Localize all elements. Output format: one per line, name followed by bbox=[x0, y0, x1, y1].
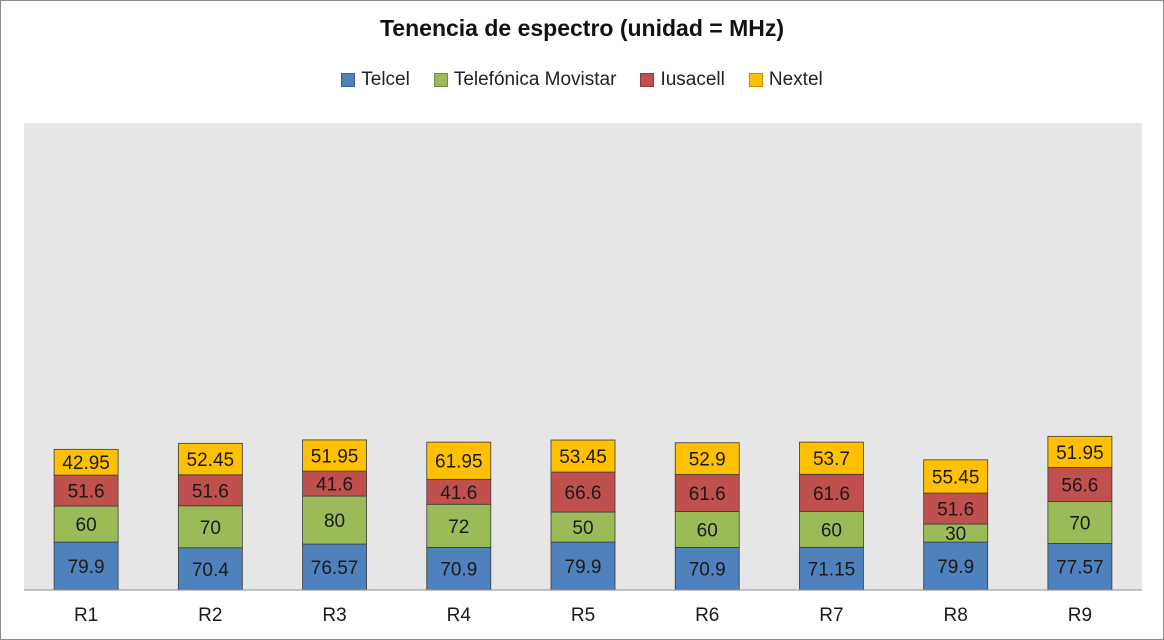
bar-r9-series-1 bbox=[1047, 501, 1113, 544]
bar-r2-series-1 bbox=[177, 505, 243, 549]
legend-label-iusacell: Iusacell bbox=[660, 69, 725, 90]
data-label-r6-series-0: 70.9 bbox=[689, 560, 726, 581]
bar-r7-series-1 bbox=[799, 510, 864, 548]
data-label-r7-series-1: 60 bbox=[821, 520, 842, 541]
x-tick-label-r6: R6 bbox=[695, 605, 719, 626]
data-label-r8-series-0: 79.9 bbox=[937, 557, 974, 578]
legend: Telcel Telefónica Movistar Iusacell Next… bbox=[1, 69, 1163, 91]
legend-item-telcel: Telcel bbox=[341, 69, 410, 91]
legend-swatch-telefonica-movistar bbox=[433, 73, 448, 87]
x-tick-label-r8: R8 bbox=[944, 605, 968, 626]
bar-r8-series-3 bbox=[923, 459, 989, 494]
x-tick-label-r9: R9 bbox=[1068, 605, 1092, 626]
data-label-r5-series-0: 79.9 bbox=[565, 557, 602, 578]
data-label-r6-series-3: 52.9 bbox=[689, 450, 726, 471]
bar-r7-series-2 bbox=[799, 473, 864, 512]
data-label-r9-series-0: 77.57 bbox=[1056, 558, 1104, 579]
x-tick-label-r1: R1 bbox=[74, 605, 98, 626]
bar-r5-series-3 bbox=[550, 439, 616, 473]
data-label-r7-series-3: 53.7 bbox=[813, 449, 850, 470]
x-tick-label-r7: R7 bbox=[819, 605, 843, 626]
data-label-r4-series-2: 41.6 bbox=[440, 483, 477, 504]
data-label-r9-series-2: 56.6 bbox=[1061, 475, 1098, 496]
data-label-r1-series-2: 51.6 bbox=[68, 482, 105, 503]
data-label-r8-series-1: 30 bbox=[945, 524, 966, 545]
data-label-r2-series-1: 70 bbox=[200, 518, 221, 539]
bar-r3-series-3 bbox=[302, 439, 367, 472]
data-label-r2-series-3: 52.45 bbox=[187, 450, 235, 471]
bar-r8-series-0 bbox=[923, 541, 989, 591]
data-label-r6-series-1: 60 bbox=[697, 520, 718, 541]
data-label-r4-series-3: 61.95 bbox=[435, 452, 483, 473]
bar-r1-series-2 bbox=[53, 474, 119, 507]
bar-r1-series-1 bbox=[53, 505, 119, 543]
bar-r8-series-2 bbox=[923, 492, 989, 525]
bar-r5-series-0 bbox=[550, 541, 616, 591]
data-label-r8-series-2: 51.6 bbox=[937, 500, 974, 521]
data-label-r7-series-2: 61.6 bbox=[813, 484, 850, 505]
bar-r4-series-3 bbox=[426, 441, 492, 480]
legend-swatch-telcel bbox=[341, 73, 356, 87]
bar-r1-series-3 bbox=[53, 448, 119, 476]
bar-r6-series-3 bbox=[674, 442, 740, 475]
bar-r9-series-0 bbox=[1047, 543, 1113, 591]
bar-r2-series-2 bbox=[177, 474, 243, 507]
bar-r3-series-0 bbox=[302, 543, 367, 591]
bar-r4-series-1 bbox=[426, 503, 492, 548]
bar-r9-series-3 bbox=[1047, 435, 1113, 468]
legend-swatch-nextel bbox=[748, 73, 763, 87]
data-label-r3-series-3: 51.95 bbox=[311, 447, 359, 468]
data-label-r9-series-1: 70 bbox=[1069, 513, 1090, 534]
legend-item-iusacell: Iusacell bbox=[640, 69, 725, 91]
data-label-r2-series-0: 70.4 bbox=[192, 560, 229, 581]
data-label-r4-series-0: 70.9 bbox=[440, 560, 477, 581]
data-label-r1-series-0: 79.9 bbox=[68, 557, 105, 578]
bar-r7-series-3 bbox=[799, 441, 864, 475]
legend-item-nextel: Nextel bbox=[748, 69, 823, 91]
chart-title: Tenencia de espectro (unidad = MHz) bbox=[379, 15, 785, 41]
legend-label-telefonica-movistar: Telefónica Movistar bbox=[453, 69, 617, 90]
data-label-r4-series-1: 72 bbox=[448, 517, 469, 538]
data-label-r6-series-2: 61.6 bbox=[689, 484, 726, 505]
data-label-r3-series-1: 80 bbox=[324, 511, 345, 532]
legend-swatch-iusacell bbox=[640, 73, 655, 87]
bar-r4-series-2 bbox=[426, 478, 492, 505]
bar-r9-series-2 bbox=[1047, 467, 1113, 502]
data-label-r1-series-3: 42.95 bbox=[62, 453, 110, 474]
data-label-r7-series-0: 71.15 bbox=[808, 560, 856, 581]
bar-r5-series-2 bbox=[550, 471, 616, 513]
bar-r4-series-0 bbox=[426, 547, 492, 591]
x-tick-label-r2: R2 bbox=[198, 605, 222, 626]
bar-r2-series-3 bbox=[177, 442, 243, 476]
data-label-r2-series-2: 51.6 bbox=[192, 481, 229, 502]
data-label-r5-series-1: 50 bbox=[572, 518, 593, 539]
data-label-r1-series-1: 60 bbox=[76, 515, 97, 536]
legend-item-telefonica-movistar: Telefónica Movistar bbox=[433, 69, 617, 91]
data-label-r5-series-3: 53.45 bbox=[559, 447, 607, 468]
data-label-r3-series-0: 76.57 bbox=[311, 558, 359, 579]
bar-r6-series-2 bbox=[674, 474, 740, 512]
legend-label-nextel: Nextel bbox=[768, 69, 823, 90]
bar-r6-series-0 bbox=[674, 547, 740, 591]
x-tick-label-r3: R3 bbox=[322, 605, 346, 626]
bar-r3-series-2 bbox=[302, 470, 367, 497]
data-label-r3-series-2: 41.6 bbox=[316, 475, 353, 496]
data-label-r9-series-3: 51.95 bbox=[1056, 443, 1104, 464]
data-label-r8-series-3: 55.45 bbox=[932, 467, 980, 488]
x-tick-label-r5: R5 bbox=[571, 605, 595, 626]
x-tick-label-r4: R4 bbox=[447, 605, 472, 626]
bar-r3-series-1 bbox=[302, 495, 367, 545]
data-label-r5-series-2: 66.6 bbox=[565, 483, 602, 504]
legend-label-telcel: Telcel bbox=[361, 69, 410, 90]
